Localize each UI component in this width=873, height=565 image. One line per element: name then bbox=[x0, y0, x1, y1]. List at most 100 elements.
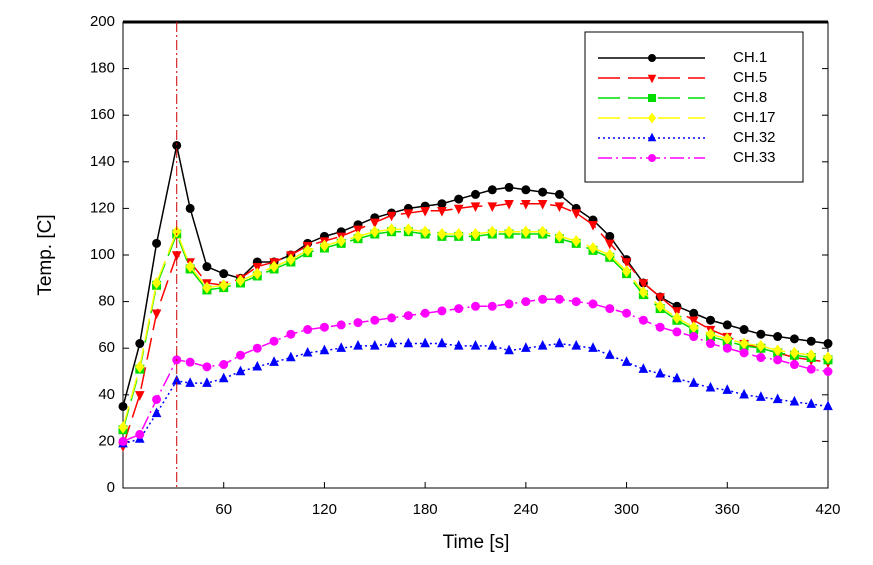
marker bbox=[487, 339, 498, 350]
marker bbox=[420, 308, 430, 318]
marker bbox=[554, 294, 564, 304]
legend-label: CH.17 bbox=[733, 109, 776, 126]
marker bbox=[185, 377, 195, 387]
marker bbox=[521, 297, 531, 307]
marker bbox=[252, 343, 262, 353]
marker bbox=[135, 339, 145, 349]
marker bbox=[369, 339, 380, 350]
x-tick-label: 360 bbox=[715, 501, 740, 518]
marker bbox=[648, 154, 656, 162]
marker bbox=[235, 274, 246, 287]
x-tick-label: 300 bbox=[614, 501, 639, 518]
marker bbox=[554, 230, 565, 243]
marker bbox=[454, 228, 464, 241]
marker bbox=[521, 185, 531, 195]
marker bbox=[286, 329, 296, 339]
marker bbox=[353, 339, 363, 350]
marker bbox=[756, 339, 766, 352]
marker bbox=[504, 200, 514, 210]
marker bbox=[789, 395, 800, 406]
marker bbox=[571, 339, 582, 350]
legend-label: CH.1 bbox=[733, 49, 767, 66]
marker bbox=[437, 306, 447, 316]
marker bbox=[403, 223, 413, 236]
marker bbox=[638, 363, 649, 373]
marker bbox=[370, 315, 380, 325]
marker bbox=[521, 342, 531, 352]
marker bbox=[202, 362, 212, 372]
marker bbox=[252, 267, 262, 280]
legend-label: CH.8 bbox=[733, 89, 767, 106]
marker bbox=[647, 112, 657, 124]
marker bbox=[403, 311, 413, 321]
marker bbox=[118, 401, 128, 411]
marker bbox=[504, 344, 514, 355]
marker bbox=[604, 349, 615, 359]
marker bbox=[537, 339, 548, 350]
marker bbox=[689, 332, 699, 342]
marker bbox=[185, 357, 195, 367]
marker bbox=[655, 322, 665, 332]
marker bbox=[454, 194, 464, 204]
marker bbox=[471, 301, 480, 311]
y-tick-label: 160 bbox=[90, 106, 115, 123]
marker bbox=[756, 329, 766, 339]
marker bbox=[823, 339, 833, 349]
marker bbox=[202, 281, 212, 294]
marker bbox=[202, 262, 212, 272]
marker bbox=[319, 239, 330, 252]
marker bbox=[571, 209, 582, 219]
y-tick-label: 0 bbox=[107, 479, 115, 496]
marker bbox=[470, 228, 481, 241]
marker bbox=[470, 202, 481, 212]
marker bbox=[353, 225, 363, 236]
marker bbox=[151, 407, 162, 418]
marker bbox=[756, 353, 766, 363]
marker bbox=[773, 332, 783, 342]
marker bbox=[688, 316, 699, 327]
marker bbox=[269, 260, 279, 273]
marker bbox=[218, 372, 229, 383]
marker bbox=[185, 260, 195, 273]
marker bbox=[621, 356, 632, 366]
y-tick-label: 100 bbox=[90, 246, 115, 263]
marker bbox=[789, 334, 799, 344]
marker bbox=[621, 258, 632, 268]
marker bbox=[403, 337, 414, 348]
marker bbox=[236, 350, 245, 360]
marker bbox=[655, 293, 665, 303]
marker bbox=[706, 339, 715, 349]
marker bbox=[706, 315, 715, 325]
marker bbox=[789, 360, 799, 370]
marker bbox=[303, 325, 313, 335]
marker bbox=[689, 308, 699, 318]
marker bbox=[504, 299, 514, 309]
marker bbox=[286, 351, 296, 362]
marker bbox=[487, 185, 497, 195]
marker bbox=[756, 391, 766, 401]
marker bbox=[823, 400, 833, 411]
legend-label: CH.5 bbox=[733, 69, 767, 86]
marker bbox=[773, 355, 783, 365]
marker bbox=[588, 342, 598, 352]
plot-area bbox=[118, 140, 833, 452]
marker bbox=[369, 218, 380, 229]
marker bbox=[219, 360, 229, 370]
marker bbox=[554, 337, 565, 348]
marker bbox=[470, 339, 481, 350]
marker bbox=[647, 132, 657, 142]
marker bbox=[437, 228, 447, 241]
series-line bbox=[122, 342, 829, 445]
y-axis-title: Temp. [C] bbox=[35, 214, 56, 295]
marker bbox=[605, 248, 615, 262]
marker bbox=[739, 388, 749, 399]
series-line bbox=[122, 298, 829, 443]
marker bbox=[638, 315, 648, 325]
marker bbox=[588, 241, 598, 255]
marker bbox=[269, 336, 279, 346]
legend-label: CH.33 bbox=[733, 149, 776, 166]
marker bbox=[504, 182, 514, 192]
marker bbox=[504, 225, 514, 238]
marker bbox=[134, 391, 145, 401]
marker bbox=[622, 308, 632, 318]
